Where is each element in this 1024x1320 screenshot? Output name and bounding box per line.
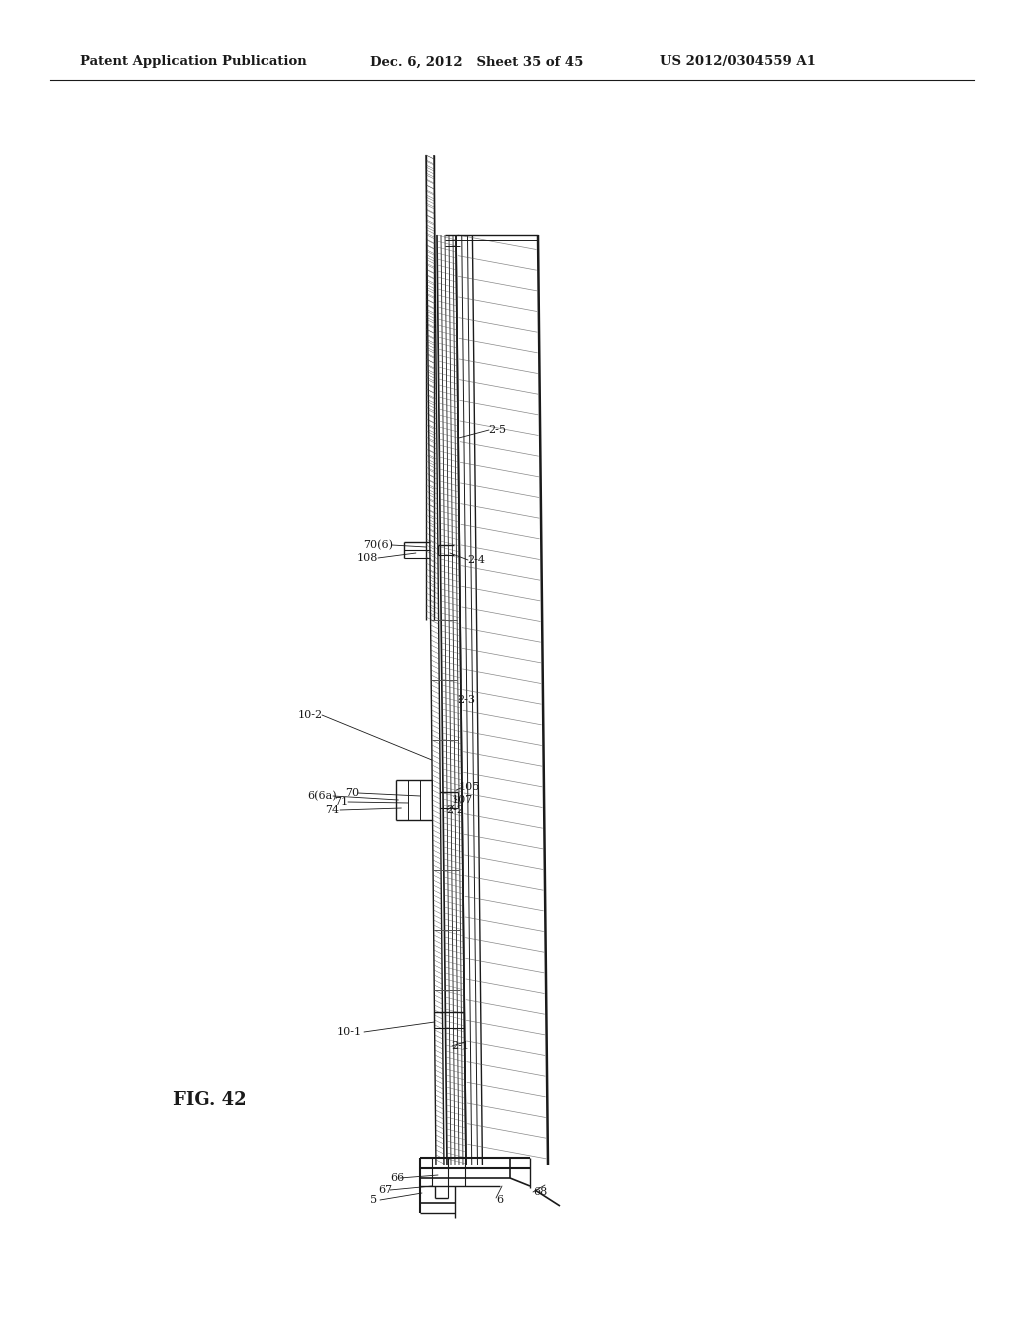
Text: 70(6): 70(6)	[362, 540, 393, 550]
Text: 70: 70	[345, 788, 359, 799]
Text: US 2012/0304559 A1: US 2012/0304559 A1	[660, 55, 816, 69]
Text: 71: 71	[334, 797, 348, 807]
Text: 10-1: 10-1	[337, 1027, 361, 1038]
Text: 2-3: 2-3	[457, 696, 475, 705]
Text: 107: 107	[452, 795, 473, 805]
Text: 5: 5	[371, 1195, 378, 1205]
Text: 68: 68	[532, 1187, 547, 1197]
Text: 66: 66	[390, 1173, 404, 1183]
Text: 10-2: 10-2	[297, 710, 323, 719]
Text: Dec. 6, 2012   Sheet 35 of 45: Dec. 6, 2012 Sheet 35 of 45	[370, 55, 584, 69]
Text: 2-1: 2-1	[451, 1041, 469, 1051]
Text: 6(6a): 6(6a)	[307, 791, 337, 801]
Text: FIG. 42: FIG. 42	[173, 1092, 247, 1109]
Text: 108: 108	[356, 553, 378, 564]
Text: 67: 67	[378, 1185, 392, 1195]
Text: 74: 74	[325, 805, 339, 814]
Text: 2-4: 2-4	[467, 554, 485, 565]
Text: 2-2: 2-2	[446, 805, 464, 814]
Text: 105: 105	[459, 781, 479, 792]
Text: 6: 6	[497, 1195, 504, 1205]
Text: Patent Application Publication: Patent Application Publication	[80, 55, 307, 69]
Text: 2-5: 2-5	[488, 425, 506, 436]
